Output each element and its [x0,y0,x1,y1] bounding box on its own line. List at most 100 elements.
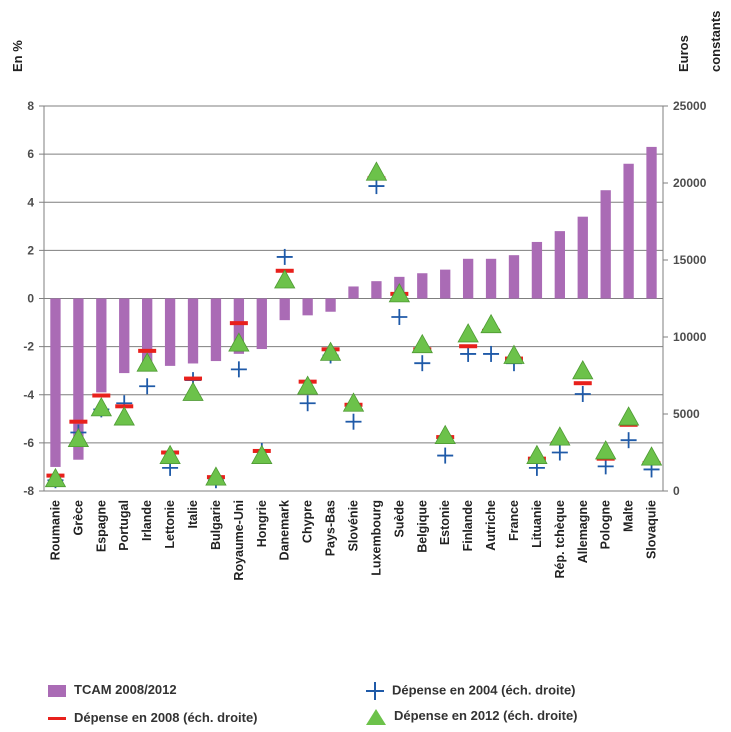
plus-icon [366,682,384,700]
bar [142,298,153,371]
category-label: Bulgarie [209,500,223,550]
category-label: Slovénie [347,500,361,551]
category-label: Lituanie [530,500,544,548]
triangle-marker [67,427,90,448]
left-tick-label: 0 [27,292,34,306]
bar [73,298,84,460]
plus-marker [345,413,362,430]
bar [417,273,428,299]
category-label: Suède [392,500,406,538]
plus-marker [368,178,385,195]
right-tick-label: 25000 [673,99,707,113]
plus-marker [551,444,568,461]
bar [623,163,634,299]
triangle-marker [595,440,617,460]
legend-label: TCAM 2008/2012 [74,682,177,697]
dash-icon [48,717,66,721]
bar [462,258,474,299]
category-label: Portugal [117,500,131,551]
triangle-marker [549,426,571,446]
bar [50,298,61,467]
bar [279,298,290,321]
category-label: Allemagne [576,500,590,563]
bar [256,298,267,350]
bar [485,258,497,299]
dash-marker [573,381,592,386]
bar [233,298,245,354]
triangle-marker [113,406,135,426]
bar [577,216,588,299]
triangle-marker [136,352,158,372]
bar [210,298,222,362]
category-label: Autriche [484,500,498,551]
triangle-marker [205,466,227,486]
left-tick-label: -6 [23,436,34,450]
bar [554,231,565,299]
triangle-marker [365,161,388,181]
triangle-marker [296,375,319,395]
dash-marker [138,348,157,353]
legend-item-2012: Dépense en 2012 (éch. droite) [366,708,578,725]
category-labels: Roumanie Grèce Espagne Portugal Irlande Letto… [48,500,658,581]
triangle-marker [457,323,479,343]
triangle-marker [251,444,273,464]
tcam-bars [50,146,657,467]
triangle-marker [388,283,411,303]
category-label: Royaume-Uni [232,500,246,581]
category-label: Chypre [301,500,315,543]
category-label: Lettonie [163,500,177,549]
axes [39,105,668,492]
category-label: Malte [622,500,636,532]
triangle-marker [411,333,433,354]
bar [187,298,199,364]
category-label: Finlande [461,500,475,551]
right-tick-label: 0 [673,484,680,498]
triangle-marker [503,344,525,364]
category-label: Estonie [438,500,452,545]
plus-marker [139,378,156,395]
plus-marker [230,361,247,378]
left-tick-label: -2 [23,340,34,354]
bar [325,298,336,312]
bar [96,298,107,393]
plus-marker [437,447,454,464]
left-axis-title: En % [10,40,25,72]
triangle-marker [480,313,502,334]
right-axis-title: Euros constants [676,11,723,72]
plus-marker [414,355,431,372]
right-tick-label: 10000 [673,330,707,344]
triangle-marker [617,406,640,426]
category-label: Belgique [415,500,429,553]
svg-text:Euros: Euros [676,35,691,72]
plus-marker [574,385,591,402]
right-tick-label: 15000 [673,253,707,267]
category-label: Pays-Bas [324,500,338,556]
left-tick-label: 4 [27,195,34,209]
legend-item-tcam: TCAM 2008/2012 [48,682,177,697]
plus-marker [620,432,637,449]
category-label: Pologne [599,500,613,549]
dash-marker [459,344,478,349]
category-label: Slovaquie [645,500,659,559]
triangle-marker [90,397,112,417]
plus-marker [460,345,477,362]
legend-item-2004: Dépense en 2004 (éch. droite) [366,682,576,700]
plus-marker [391,308,408,325]
category-label: Luxembourg [369,500,383,576]
svg-text:constants: constants [708,11,723,72]
dash-marker [184,376,203,381]
triangle-marker [159,444,181,464]
bar [371,281,382,299]
category-label: Danemark [278,500,292,560]
triangle-marker [526,444,548,464]
triangle-marker [434,424,456,444]
plus-marker [299,395,316,412]
triangle-marker [640,446,663,466]
bar-swatch-icon [48,684,66,697]
bar [531,241,543,299]
triangle-marker [44,467,67,488]
right-tick-label: 20000 [673,176,707,190]
triangle-marker [342,392,365,412]
triangle-marker [572,360,594,380]
bar [348,286,359,299]
